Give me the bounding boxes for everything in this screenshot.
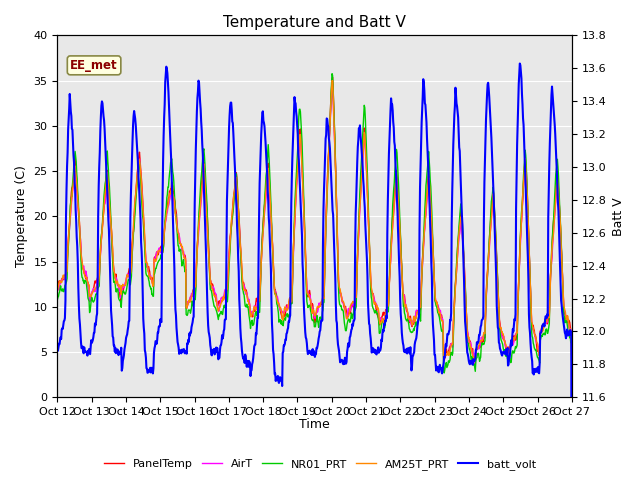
Legend: PanelTemp, AirT, NR01_PRT, AM25T_PRT, batt_volt: PanelTemp, AirT, NR01_PRT, AM25T_PRT, ba… xyxy=(100,455,540,474)
Y-axis label: Temperature (C): Temperature (C) xyxy=(15,166,28,267)
Y-axis label: Batt V: Batt V xyxy=(612,197,625,236)
X-axis label: Time: Time xyxy=(300,419,330,432)
Text: EE_met: EE_met xyxy=(70,59,118,72)
Title: Temperature and Batt V: Temperature and Batt V xyxy=(223,15,406,30)
